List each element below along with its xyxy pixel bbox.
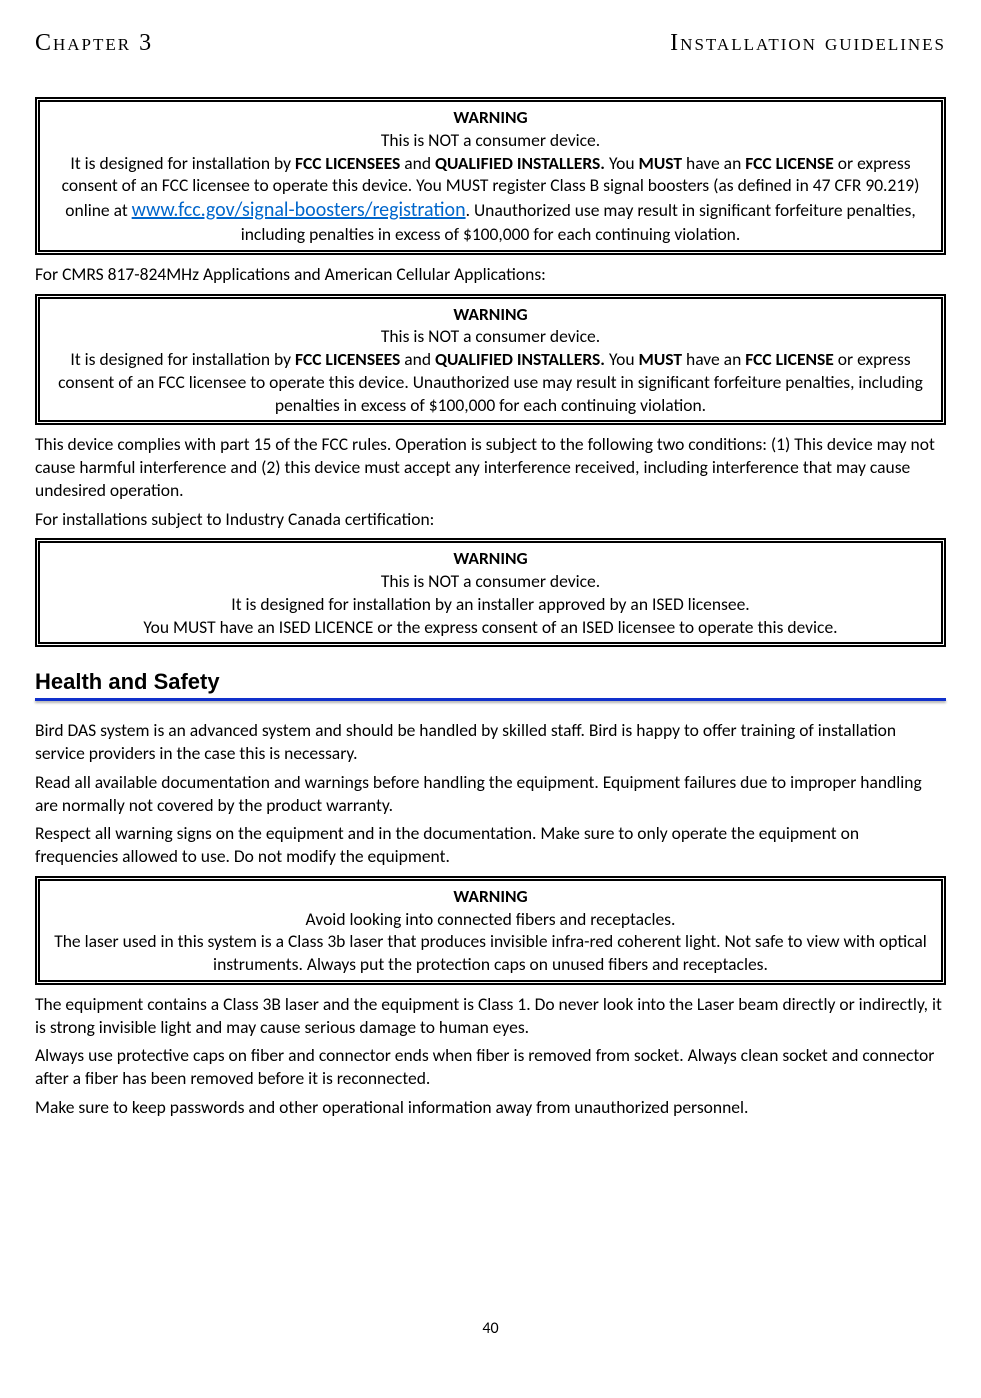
warning-text: This is NOT a consumer device. bbox=[50, 129, 931, 152]
page-header: Chapter 3 Installation guidelines bbox=[35, 30, 946, 57]
warning-text: You MUST have an ISED LICENCE or the exp… bbox=[50, 616, 931, 639]
paragraph: Always use protective caps on fiber and … bbox=[35, 1044, 946, 1090]
paragraph: Make sure to keep passwords and other op… bbox=[35, 1096, 946, 1119]
warning-text: Avoid looking into connected fibers and … bbox=[50, 908, 931, 931]
paragraph: Read all available documentation and war… bbox=[35, 771, 946, 817]
warning-title: WARNING bbox=[50, 303, 931, 326]
warning-title: WARNING bbox=[50, 885, 931, 908]
section-rule bbox=[35, 698, 946, 701]
paragraph: Bird DAS system is an advanced system an… bbox=[35, 719, 946, 765]
page-number: 40 bbox=[35, 1319, 946, 1338]
warning-text: It is designed for installation by FCC L… bbox=[50, 348, 931, 416]
intertext: For installations subject to Industry Ca… bbox=[35, 508, 946, 531]
section-heading: Health and Safety bbox=[35, 669, 946, 695]
warning-title: WARNING bbox=[50, 547, 931, 570]
warning-title: WARNING bbox=[50, 106, 931, 129]
warning-text: It is designed for installation by FCC L… bbox=[50, 152, 931, 246]
header-right: Installation guidelines bbox=[670, 30, 946, 57]
warning-box-1: WARNING This is NOT a consumer device. I… bbox=[35, 97, 946, 255]
warning-box-3: WARNING This is NOT a consumer device. I… bbox=[35, 538, 946, 647]
intertext: For CMRS 817-824MHz Applications and Ame… bbox=[35, 263, 946, 286]
header-left: Chapter 3 bbox=[35, 30, 153, 57]
warning-box-2: WARNING This is NOT a consumer device. I… bbox=[35, 294, 946, 426]
warning-text: This is NOT a consumer device. bbox=[50, 325, 931, 348]
warning-box-4: WARNING Avoid looking into connected fib… bbox=[35, 876, 946, 985]
warning-text: The laser used in this system is a Class… bbox=[50, 930, 931, 976]
paragraph: Respect all warning signs on the equipme… bbox=[35, 822, 946, 868]
warning-text: This is NOT a consumer device. bbox=[50, 570, 931, 593]
paragraph: The equipment contains a Class 3B laser … bbox=[35, 993, 946, 1039]
intertext: This device complies with part 15 of the… bbox=[35, 433, 946, 501]
warning-text: It is designed for installation by an in… bbox=[50, 593, 931, 616]
signal-boosters-link[interactable]: www.fcc.gov/signal-boosters/registration bbox=[132, 198, 466, 222]
